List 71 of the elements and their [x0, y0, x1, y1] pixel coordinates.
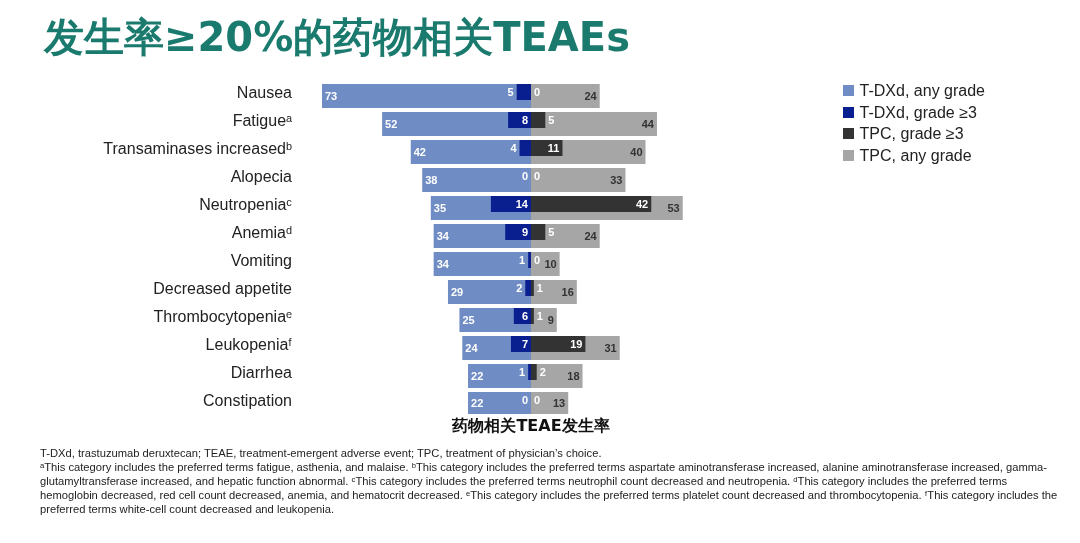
data-label: 5 — [548, 226, 555, 238]
data-label: 35 — [433, 202, 447, 214]
data-label: 9 — [547, 314, 554, 326]
data-label: 19 — [570, 338, 583, 350]
data-label: 2 — [539, 366, 546, 378]
chart-title: 发生率≥20%的药物相关TEAEs — [44, 13, 630, 62]
data-label: 18 — [567, 370, 580, 382]
data-label: 10 — [544, 258, 557, 270]
data-label: 0 — [534, 170, 541, 182]
y-tick-label: Anemiaᵈ — [231, 223, 292, 241]
data-label: 1 — [519, 366, 526, 378]
data-label: 33 — [610, 174, 623, 186]
data-label: 22 — [471, 397, 484, 409]
data-label: 0 — [521, 394, 528, 406]
y-tick-label: Thrombocytopeniaᵉ — [153, 307, 293, 325]
y-tick-label: Alopecia — [230, 167, 293, 185]
y-tick-label: Diarrhea — [230, 363, 293, 381]
legend-label: TPC, any grade — [859, 145, 972, 166]
data-label: 14 — [515, 198, 529, 210]
y-tick-label: Transaminases increasedᵇ — [103, 139, 292, 157]
data-label: 4 — [510, 142, 518, 154]
data-label: 0 — [534, 394, 541, 406]
data-label: 7 — [521, 338, 528, 350]
data-label: 31 — [604, 342, 617, 354]
data-label: 40 — [630, 146, 643, 158]
data-label: 1 — [536, 310, 543, 322]
data-label: 25 — [462, 314, 475, 326]
bar — [531, 308, 534, 324]
data-label: 0 — [534, 254, 541, 266]
data-label: 73 — [325, 90, 338, 102]
y-tick-label: Decreased appetite — [153, 279, 293, 297]
legend-label: T-DXd, grade ≥3 — [859, 102, 977, 123]
legend-label: TPC, grade ≥3 — [859, 124, 964, 144]
data-label: 24 — [465, 342, 479, 354]
y-tick-label: Leukopeniaᶠ — [205, 335, 293, 353]
text: ᵃThis category includes the preferred terms fatigue, asthenia, and malaise. ᵇThis category includes the preferred terms aspartate aminotransferase increased, alanine aminotransferase increased, gamma-glutamyltransferase increased, and hepatic function abnormal. ᶜThis category includes the preferred terms neutrophil count decreased and neutropenia. ᵈThis category includes the preferred terms hemoglobin decreased, red cell count decreased, anemia, and hematocrit decreased. ᵉThis category includes the preferred terms platelet count decreased and thrombocytopenia. ᶠThis category includes the preferred terms white-cell count decreased and leukopenia. — [40, 460, 1059, 516]
data-label: 22 — [471, 370, 484, 382]
text: T-DXd, trastuzumab deruxtecan; TEAE, treatment-emergent adverse event; TPC, treatment of physician’s choice. — [40, 446, 603, 460]
data-label: 24 — [584, 90, 598, 102]
y-tick-label: Neutropeniaᶜ — [199, 195, 293, 213]
data-label: 5 — [548, 114, 555, 126]
y-tick-label: Constipation — [203, 391, 292, 409]
data-label: 34 — [436, 230, 450, 242]
data-label: 6 — [521, 310, 528, 322]
bar — [516, 84, 531, 100]
data-label: 16 — [561, 286, 574, 298]
data-label: 42 — [413, 146, 426, 158]
data-label: 0 — [534, 86, 541, 98]
data-label: 1 — [536, 282, 543, 294]
x-axis-title: 药物相关TEAE发生率 — [451, 416, 611, 437]
data-label: 11 — [547, 142, 560, 154]
y-tick-label: Vomiting — [230, 251, 292, 269]
y-tick-label: Fatigueᵃ — [232, 111, 294, 129]
data-label: 5 — [507, 86, 514, 98]
data-label: 24 — [584, 230, 598, 242]
data-label: 2 — [516, 282, 523, 294]
data-label: 42 — [636, 198, 649, 210]
data-label: 34 — [436, 258, 450, 270]
data-label: 13 — [552, 397, 566, 409]
legend-label: T-DXd, any grade — [859, 81, 985, 101]
bar — [528, 252, 531, 268]
y-tick-label: Nausea — [236, 83, 293, 101]
data-label: 0 — [521, 170, 528, 182]
data-label: 44 — [641, 118, 655, 130]
data-label: 53 — [667, 202, 680, 214]
data-label: 38 — [425, 174, 438, 186]
data-label: 1 — [519, 254, 526, 266]
data-label: 29 — [450, 286, 464, 298]
data-label: 52 — [385, 118, 398, 130]
data-label: 8 — [521, 114, 528, 126]
data-label: 9 — [521, 226, 528, 238]
